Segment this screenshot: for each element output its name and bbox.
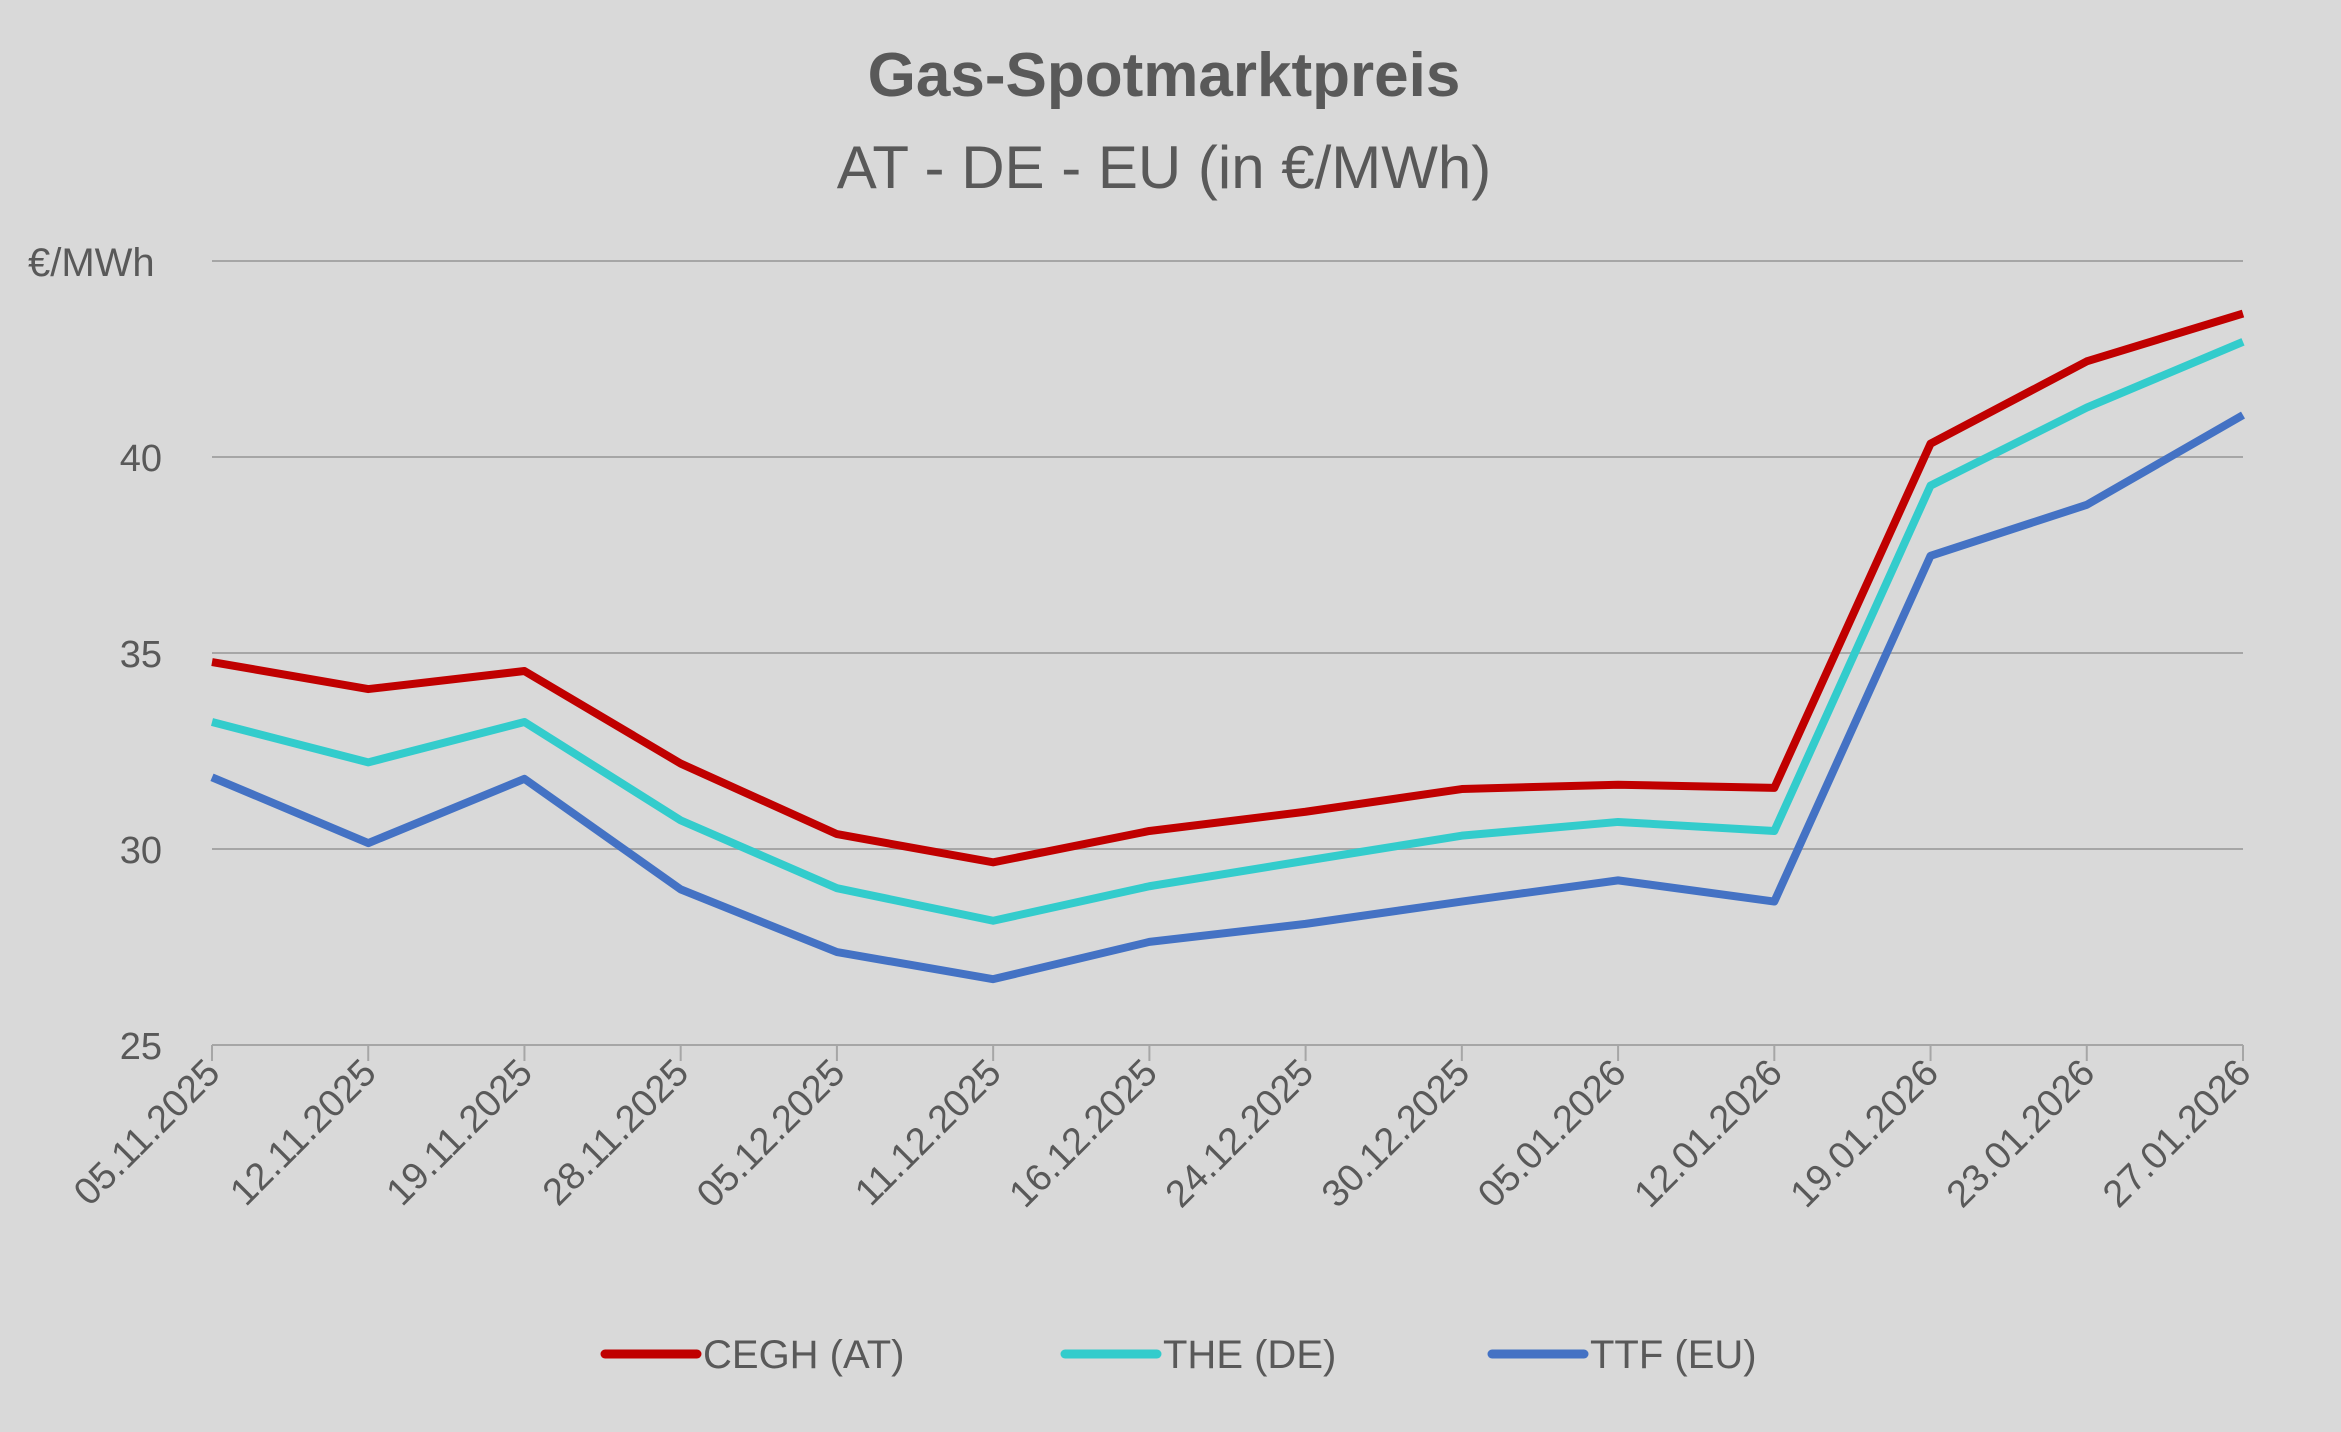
x-tick-label: 05.11.2025 — [66, 1052, 228, 1214]
legend-label: CEGH (AT) — [703, 1333, 904, 1377]
x-tick-label: 19.11.2025 — [379, 1052, 541, 1214]
x-tick-label: 05.12.2025 — [689, 1052, 853, 1216]
x-tick-label: 28.11.2025 — [535, 1052, 697, 1214]
chart-subtitle: AT - DE - EU (in €/MWh) — [837, 134, 1492, 201]
x-tick-label: 11.12.2025 — [847, 1052, 1009, 1214]
x-tick-label: 12.11.2025 — [222, 1052, 384, 1214]
y-tick-label: 40 — [120, 438, 162, 480]
series-line — [210, 411, 2245, 984]
y-axis-label: €/MWh — [28, 241, 155, 285]
y-tick-label: 30 — [120, 830, 162, 872]
x-tick-label: 19.01.2026 — [1783, 1052, 1947, 1216]
x-tick-label: 30.12.2025 — [1314, 1052, 1478, 1216]
chart-title: Gas-Spotmarktpreis — [868, 41, 1461, 110]
x-tick-label: 24.12.2025 — [1158, 1052, 1322, 1216]
x-tick-label: 23.01.2026 — [1939, 1052, 2103, 1216]
legend-label: THE (DE) — [1163, 1333, 1336, 1377]
y-tick-label: 25 — [120, 1026, 162, 1068]
x-tick-label: 16.12.2025 — [1002, 1052, 1166, 1216]
y-tick-label: 35 — [120, 634, 162, 676]
legend-label: TTF (EU) — [1590, 1333, 1757, 1377]
x-tick-label: 27.01.2026 — [2095, 1052, 2259, 1216]
legend-item: TTF (EU) — [1487, 1333, 1757, 1377]
x-tick-label: 12.01.2026 — [1626, 1052, 1790, 1216]
x-tick-label: 05.01.2026 — [1470, 1052, 1634, 1216]
series-line — [211, 309, 2245, 867]
legend-item: CEGH (AT) — [600, 1333, 904, 1377]
series-line — [210, 338, 2245, 925]
legend-item: THE (DE) — [1060, 1333, 1336, 1377]
